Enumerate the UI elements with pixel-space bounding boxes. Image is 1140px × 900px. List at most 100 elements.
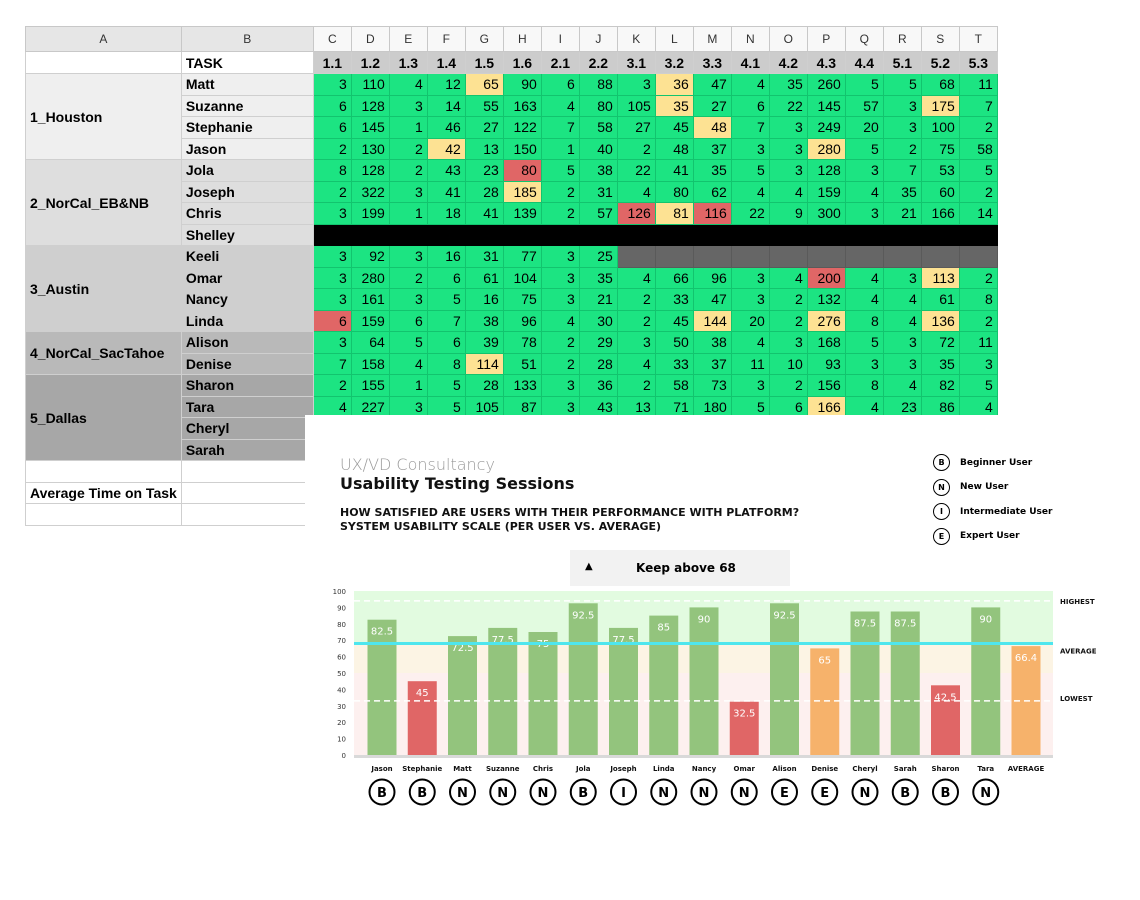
cell[interactable]: 61 <box>920 288 960 311</box>
cell[interactable]: 2 <box>768 288 808 311</box>
user-name[interactable]: Sarah <box>180 438 314 461</box>
cell[interactable]: 13 <box>464 137 504 160</box>
cell[interactable]: 3 <box>882 116 922 139</box>
cell[interactable] <box>768 223 808 246</box>
cell[interactable]: 58 <box>958 137 998 160</box>
cell[interactable]: 2 <box>312 180 352 203</box>
cell[interactable]: 3 <box>540 288 580 311</box>
cell[interactable]: 20 <box>730 309 770 332</box>
cell[interactable]: 58 <box>654 374 694 397</box>
cell[interactable] <box>882 223 922 246</box>
task-header[interactable]: 3.1 <box>616 51 656 74</box>
task-label[interactable]: TASK <box>180 51 314 74</box>
column-header-m[interactable]: M <box>692 26 732 52</box>
user-name[interactable]: Keeli <box>180 245 314 268</box>
task-header[interactable]: 1.3 <box>388 51 428 74</box>
cell[interactable]: 4 <box>540 309 580 332</box>
cell[interactable]: 150 <box>502 137 542 160</box>
column-header-h[interactable]: H <box>502 26 542 52</box>
cell[interactable] <box>768 245 808 268</box>
cell[interactable]: 4 <box>844 180 884 203</box>
cell[interactable] <box>540 223 580 246</box>
task-header[interactable]: 1.4 <box>426 51 466 74</box>
cell[interactable]: 7 <box>312 352 352 375</box>
cell[interactable]: 4 <box>730 180 770 203</box>
cell[interactable]: 45 <box>654 116 694 139</box>
cell[interactable]: 31 <box>578 180 618 203</box>
cell[interactable]: 21 <box>882 202 922 225</box>
cell[interactable]: 2 <box>616 288 656 311</box>
cell[interactable] <box>350 223 390 246</box>
cell[interactable]: 64 <box>350 331 390 354</box>
cell[interactable]: 3 <box>768 137 808 160</box>
cell[interactable]: 3 <box>730 266 770 289</box>
cell[interactable]: 227 <box>350 395 390 418</box>
cell[interactable]: 7 <box>730 116 770 139</box>
user-name[interactable]: Linda <box>180 309 314 332</box>
cell[interactable]: 1 <box>388 374 428 397</box>
cell[interactable]: 122 <box>502 116 542 139</box>
footer-label[interactable] <box>25 503 182 526</box>
cell[interactable]: 50 <box>654 331 694 354</box>
cell[interactable]: 100 <box>920 116 960 139</box>
cell[interactable]: 41 <box>464 202 504 225</box>
column-header-n[interactable]: N <box>730 26 770 52</box>
cell[interactable]: 3 <box>768 116 808 139</box>
cell[interactable]: 10 <box>768 352 808 375</box>
column-header-l[interactable]: L <box>654 26 694 52</box>
task-header[interactable]: 4.3 <box>806 51 846 74</box>
column-header-c[interactable]: C <box>312 26 352 52</box>
cell[interactable]: 4 <box>616 352 656 375</box>
cell[interactable]: 36 <box>654 73 694 96</box>
cell[interactable]: 1 <box>540 137 580 160</box>
cell[interactable]: 3 <box>616 73 656 96</box>
cell[interactable]: 3 <box>882 331 922 354</box>
cell[interactable]: 3 <box>312 202 352 225</box>
group-name[interactable]: 3_Austin <box>25 245 182 332</box>
cell[interactable]: 2 <box>540 352 580 375</box>
cell[interactable] <box>730 223 770 246</box>
cell[interactable]: 96 <box>692 266 732 289</box>
task-header[interactable]: 4.4 <box>844 51 884 74</box>
cell[interactable]: 22 <box>768 94 808 117</box>
cell[interactable]: 105 <box>616 94 656 117</box>
cell[interactable] <box>180 503 314 526</box>
cell[interactable]: 8 <box>844 309 884 332</box>
cell[interactable]: 155 <box>350 374 390 397</box>
cell[interactable]: 28 <box>464 374 504 397</box>
cell[interactable]: 8 <box>958 288 998 311</box>
cell[interactable]: 13 <box>616 395 656 418</box>
cell[interactable]: 80 <box>654 180 694 203</box>
group-name[interactable]: 2_NorCal_EB&NB <box>25 159 182 246</box>
cell[interactable]: 139 <box>502 202 542 225</box>
cell[interactable]: 5 <box>844 73 884 96</box>
user-name[interactable]: Nancy <box>180 288 314 311</box>
cell[interactable]: 322 <box>350 180 390 203</box>
user-name[interactable]: Jason <box>180 137 314 160</box>
cell[interactable]: 48 <box>692 116 732 139</box>
cell[interactable]: 113 <box>920 266 960 289</box>
cell[interactable]: 4 <box>730 331 770 354</box>
cell[interactable]: 35 <box>882 180 922 203</box>
cell[interactable]: 8 <box>844 374 884 397</box>
cell[interactable]: 3 <box>730 288 770 311</box>
cell[interactable]: 2 <box>958 180 998 203</box>
cell[interactable]: 6 <box>388 309 428 332</box>
cell[interactable]: 20 <box>844 116 884 139</box>
cell[interactable]: 35 <box>920 352 960 375</box>
cell[interactable] <box>958 245 998 268</box>
cell[interactable]: 4 <box>616 180 656 203</box>
cell[interactable]: 35 <box>768 73 808 96</box>
cell[interactable] <box>25 51 182 74</box>
cell[interactable]: 11 <box>958 331 998 354</box>
cell[interactable]: 110 <box>350 73 390 96</box>
cell[interactable]: 22 <box>616 159 656 182</box>
cell[interactable]: 6 <box>312 309 352 332</box>
task-header[interactable]: 5.2 <box>920 51 960 74</box>
cell[interactable]: 185 <box>502 180 542 203</box>
task-header[interactable]: 2.2 <box>578 51 618 74</box>
cell[interactable]: 3 <box>388 288 428 311</box>
cell[interactable]: 5 <box>958 374 998 397</box>
cell[interactable]: 6 <box>540 73 580 96</box>
cell[interactable] <box>654 223 694 246</box>
